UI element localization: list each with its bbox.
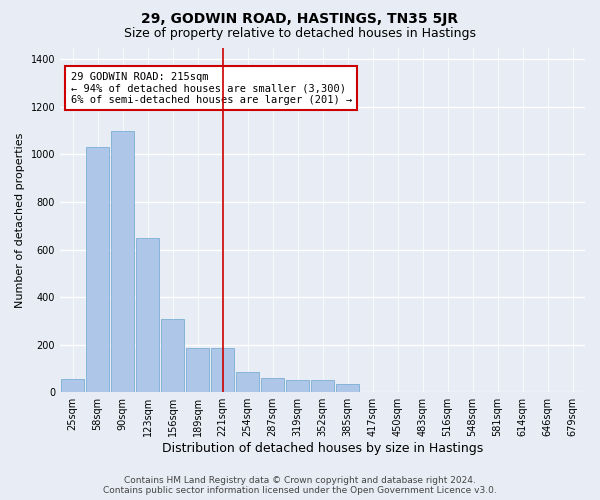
X-axis label: Distribution of detached houses by size in Hastings: Distribution of detached houses by size … xyxy=(162,442,483,455)
Bar xyxy=(136,238,160,392)
Text: Size of property relative to detached houses in Hastings: Size of property relative to detached ho… xyxy=(124,28,476,40)
Bar xyxy=(86,148,109,392)
Bar xyxy=(211,348,235,392)
Bar xyxy=(185,348,209,392)
Bar xyxy=(110,130,134,392)
Bar xyxy=(61,379,85,392)
Bar xyxy=(161,318,184,392)
Text: 29 GODWIN ROAD: 215sqm
← 94% of detached houses are smaller (3,300)
6% of semi-d: 29 GODWIN ROAD: 215sqm ← 94% of detached… xyxy=(71,72,352,105)
Bar xyxy=(286,380,310,392)
Bar xyxy=(335,384,359,392)
Text: 29, GODWIN ROAD, HASTINGS, TN35 5JR: 29, GODWIN ROAD, HASTINGS, TN35 5JR xyxy=(142,12,458,26)
Bar xyxy=(236,372,259,392)
Text: Contains HM Land Registry data © Crown copyright and database right 2024.
Contai: Contains HM Land Registry data © Crown c… xyxy=(103,476,497,495)
Y-axis label: Number of detached properties: Number of detached properties xyxy=(15,132,25,308)
Bar xyxy=(311,380,334,392)
Bar xyxy=(260,378,284,392)
